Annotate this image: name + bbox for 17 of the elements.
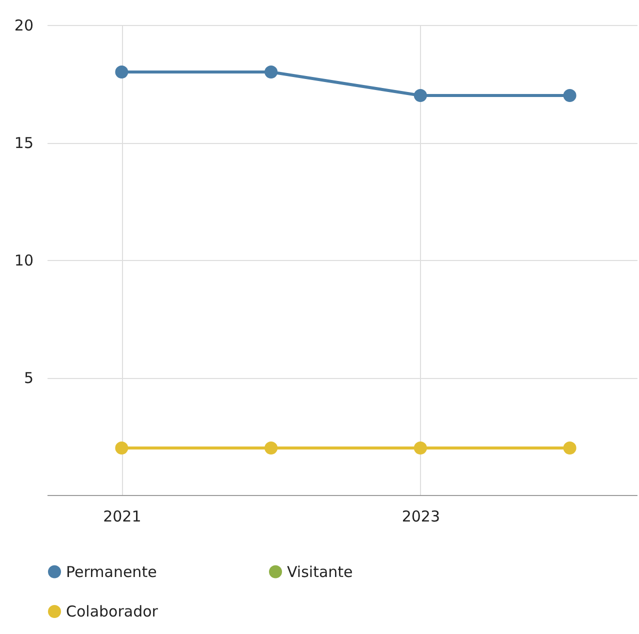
legend-label: Colaborador: [66, 602, 159, 620]
legend-label: Permanente: [66, 562, 157, 581]
point: [115, 441, 128, 455]
point: [115, 65, 128, 79]
x-tick-label: 2023: [402, 508, 440, 526]
point: [563, 441, 576, 455]
y-tick-label: 20: [14, 16, 34, 34]
y-tick-label: 15: [14, 134, 34, 152]
point: [414, 88, 427, 102]
point: [563, 88, 576, 102]
point: [264, 65, 278, 79]
y-tick-label: 5: [24, 369, 34, 387]
y-tick-label: 10: [14, 252, 34, 270]
legend-label: Visitante: [287, 562, 353, 581]
x-tick-label: 2021: [103, 508, 142, 526]
point: [414, 441, 427, 455]
point: [264, 441, 278, 455]
